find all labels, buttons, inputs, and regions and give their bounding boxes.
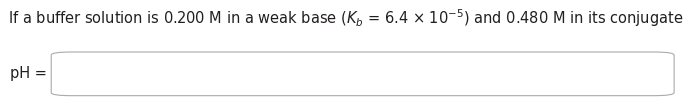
Text: If a buffer solution is 0.200 M in a weak base ($K_b$ = 6.4 × 10$^{-5}$) and 0.4: If a buffer solution is 0.200 M in a wea… — [8, 7, 683, 29]
Text: pH =: pH = — [10, 66, 47, 81]
FancyBboxPatch shape — [51, 52, 674, 96]
